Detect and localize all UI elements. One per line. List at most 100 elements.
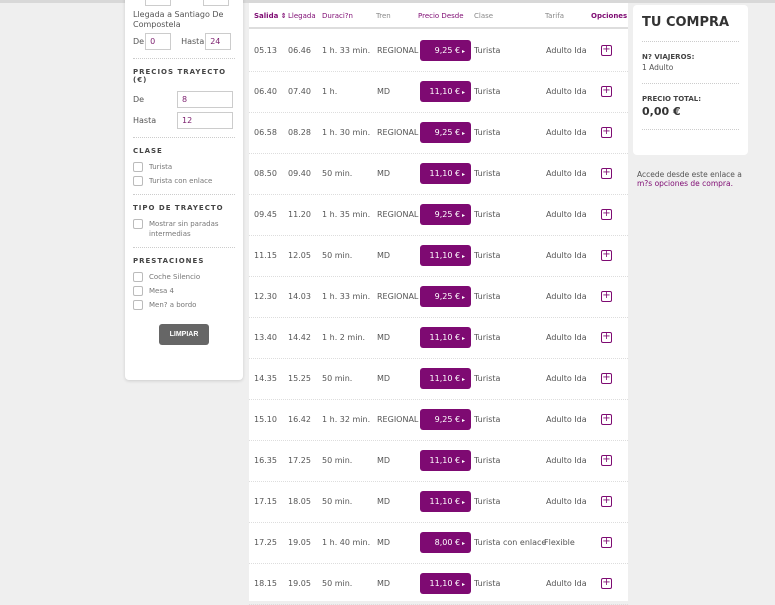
duration: 1 h. 30 min.	[322, 128, 371, 137]
add-options-icon[interactable]: +	[601, 454, 612, 466]
fare: Adulto Ida	[546, 128, 587, 137]
price-button[interactable]: 8,00 € ▸	[420, 532, 471, 553]
table-row: 14.35 15.25 50 min. MD 11,10 € ▸ Turista Adult…	[249, 359, 628, 400]
train-type: MD	[377, 251, 391, 260]
departure-time: 12.30	[254, 292, 277, 301]
class: Turista	[474, 415, 501, 424]
more-options-note: Accede desde este enlace a m?s opciones d…	[637, 170, 742, 188]
header-duracion[interactable]: Duraci?n	[322, 12, 353, 20]
price-to-label: Hasta	[133, 116, 157, 125]
price-button[interactable]: 11,10 € ▸	[420, 81, 471, 102]
price-label: 8,00 €	[434, 538, 461, 547]
arrival-from-input[interactable]: 0	[145, 33, 172, 50]
departure-time: 09.45	[254, 210, 277, 219]
add-options-icon[interactable]: +	[601, 44, 612, 56]
arrival-to-input[interactable]: 24	[205, 33, 232, 50]
add-options-icon[interactable]: +	[601, 85, 612, 97]
arrival-to-label: Hasta	[181, 37, 205, 46]
duration: 50 min.	[322, 169, 353, 178]
duration: 50 min.	[322, 374, 353, 383]
arrival-time: 19.05	[288, 579, 311, 588]
add-options-icon[interactable]: +	[601, 249, 612, 261]
arrival-time: 16.42	[288, 415, 311, 424]
table-row: 05.13 06.46 1 h. 33 min. REGIONAL 9,25 € ▸ Tu…	[249, 31, 628, 72]
add-options-icon[interactable]: +	[601, 331, 612, 343]
price-button[interactable]: 11,10 € ▸	[420, 368, 471, 389]
class: Turista	[474, 169, 501, 178]
table-row: 08.50 09.40 50 min. MD 11,10 € ▸ Turista Adult…	[249, 154, 628, 195]
price-button[interactable]: 11,10 € ▸	[420, 573, 471, 594]
departure-to-input[interactable]	[203, 0, 229, 6]
purchase-title: TU COMPRA	[642, 15, 730, 30]
checkbox-menu-a-bordo[interactable]: Men? a bordo	[133, 300, 235, 310]
arrow-right-icon: ▸	[460, 130, 465, 137]
price-button[interactable]: 9,25 € ▸	[420, 40, 471, 61]
price-button[interactable]: 11,10 € ▸	[420, 327, 471, 348]
checkbox-turista-con-enlace[interactable]: Turista con enlace	[133, 176, 235, 186]
more-options-link[interactable]: m?s opciones de compra.	[637, 179, 733, 188]
arrow-right-icon: ▸	[460, 458, 465, 465]
train-type: REGIONAL	[377, 415, 419, 424]
departure-time: 17.25	[254, 538, 277, 547]
price-button[interactable]: 11,10 € ▸	[420, 491, 471, 512]
arrival-time: 15.25	[288, 374, 311, 383]
price-button[interactable]: 9,25 € ▸	[420, 286, 471, 307]
header-llegada[interactable]: Llegada	[288, 12, 316, 20]
checkbox-turista[interactable]: Turista	[133, 162, 235, 172]
price-button[interactable]: 9,25 € ▸	[420, 409, 471, 430]
departure-from-input[interactable]	[145, 0, 171, 6]
add-options-icon[interactable]: +	[601, 372, 612, 384]
fare: Adulto Ida	[546, 497, 587, 506]
price-button[interactable]: 11,10 € ▸	[420, 163, 471, 184]
filters-panel: Llegada a Santiago De Compostela De 0 Ha…	[125, 0, 243, 380]
add-options-icon[interactable]: +	[601, 577, 612, 589]
add-options-icon[interactable]: +	[601, 413, 612, 425]
train-type: MD	[377, 87, 391, 96]
price-label: 11,10 €	[429, 374, 461, 383]
travelers-label: N? VIAJEROS:	[642, 53, 695, 61]
checkbox-mesa-4[interactable]: Mesa 4	[133, 286, 235, 296]
fare: Adulto Ida	[546, 374, 587, 383]
add-options-icon[interactable]: +	[601, 290, 612, 302]
total-label: PRECIO TOTAL:	[642, 95, 702, 103]
arrow-right-icon: ▸	[460, 335, 465, 342]
duration: 1 h. 32 min.	[322, 415, 371, 424]
arrival-time: 14.42	[288, 333, 311, 342]
fare: Flexible	[544, 538, 575, 547]
add-options-icon[interactable]: +	[601, 208, 612, 220]
arrival-from-label: De	[133, 37, 145, 46]
arrival-time: 08.28	[288, 128, 311, 137]
table-row: 06.58 08.28 1 h. 30 min. REGIONAL 9,25 € ▸ Tu…	[249, 113, 628, 154]
add-options-icon[interactable]: +	[601, 126, 612, 138]
add-options-icon[interactable]: +	[601, 495, 612, 507]
class: Turista	[474, 579, 501, 588]
arrival-time: 07.40	[288, 87, 311, 96]
checkbox-coche-silencio[interactable]: Coche Silencio	[133, 272, 235, 282]
add-options-icon[interactable]: +	[601, 167, 612, 179]
arrow-right-icon: ▸	[460, 253, 465, 260]
header-precio[interactable]: Precio Desde	[418, 12, 464, 20]
price-button[interactable]: 9,25 € ▸	[420, 122, 471, 143]
train-type: MD	[377, 333, 391, 342]
add-options-icon[interactable]: +	[601, 536, 612, 548]
class-title: CLASE	[133, 147, 163, 155]
price-to-input[interactable]: 12	[177, 112, 233, 129]
clear-filters-button[interactable]: LIMPIAR	[159, 324, 209, 345]
price-button[interactable]: 11,10 € ▸	[420, 245, 471, 266]
price-label: 9,25 €	[434, 292, 461, 301]
price-from-label: De	[133, 95, 145, 104]
price-button[interactable]: 9,25 € ▸	[420, 204, 471, 225]
duration: 1 h. 40 min.	[322, 538, 371, 547]
price-label: 11,10 €	[429, 251, 461, 260]
duration: 50 min.	[322, 497, 353, 506]
fare: Adulto Ida	[546, 87, 587, 96]
duration: 1 h.	[322, 87, 338, 96]
table-header: Salida ⇕ Llegada Duraci?n Tren Precio De…	[249, 3, 628, 29]
checkbox-sin-paradas[interactable]: Mostrar sin paradas intermedias	[133, 219, 235, 239]
train-type: REGIONAL	[377, 210, 419, 219]
price-label: 11,10 €	[429, 579, 461, 588]
header-salida[interactable]: Salida ⇕	[254, 12, 287, 20]
price-button[interactable]: 11,10 € ▸	[420, 450, 471, 471]
price-label: 11,10 €	[429, 497, 461, 506]
price-from-input[interactable]: 8	[177, 91, 233, 108]
